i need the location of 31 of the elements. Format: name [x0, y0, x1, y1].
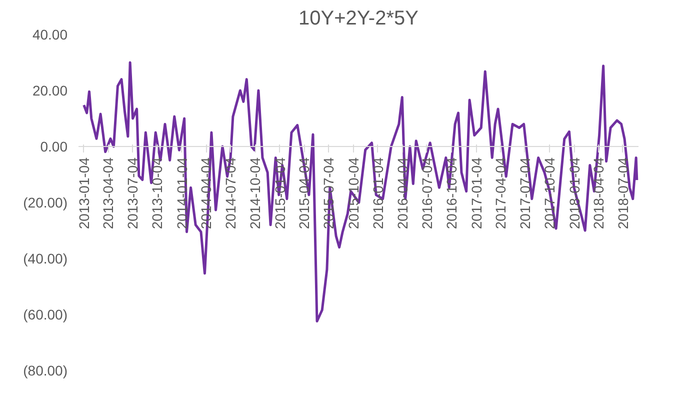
- y-tick-label: (20.00): [23, 194, 68, 210]
- x-tick-label: 2014-01-04: [174, 157, 190, 230]
- x-tick-label: 2018-07-04: [614, 157, 631, 230]
- x-tick-label: 2018-01-04: [566, 157, 582, 230]
- x-tick-label: 2017-04-04: [492, 157, 508, 230]
- chart-title: 10Y+2Y-2*5Y: [298, 8, 418, 30]
- x-tick-label: 2017-01-04: [468, 157, 484, 230]
- x-tick-label: 2014-04-04: [198, 157, 214, 230]
- x-tick-label: 2014-07-04: [222, 157, 239, 230]
- y-tick-label: (80.00): [23, 362, 68, 378]
- x-tick-label: 2016-10-04: [444, 157, 460, 230]
- y-tick-label: (60.00): [23, 306, 68, 322]
- x-tick-label: 2015-07-04: [320, 157, 337, 230]
- y-tick-label: 20.00: [32, 82, 68, 98]
- x-tick-label: 2016-07-04: [418, 157, 435, 230]
- x-tick-label: 2015-04-04: [296, 157, 312, 230]
- x-tick-label: 2018-04-04: [590, 157, 606, 230]
- x-tick-label: 2015-01-04: [272, 157, 288, 230]
- x-tick-label: 2014-10-04: [247, 157, 264, 230]
- y-tick-label: 0.00: [40, 138, 68, 154]
- x-tick-label: 2013-04-04: [100, 157, 116, 230]
- x-tick-label: 2017-10-04: [542, 157, 558, 230]
- y-tick-label: 40.00: [32, 26, 68, 42]
- x-tick-label: 2017-07-04: [516, 157, 533, 230]
- x-tick-label: 2016-01-04: [370, 157, 386, 230]
- x-tick-label: 2015-10-04: [345, 157, 362, 230]
- x-tick-label: 2016-04-04: [394, 157, 410, 230]
- y-tick-label: (40.00): [23, 250, 68, 266]
- x-tick-label: 2013-07-04: [124, 157, 140, 230]
- x-tick-label: 2013-01-04: [76, 157, 92, 230]
- x-tick-label: 2013-10-04: [149, 157, 166, 230]
